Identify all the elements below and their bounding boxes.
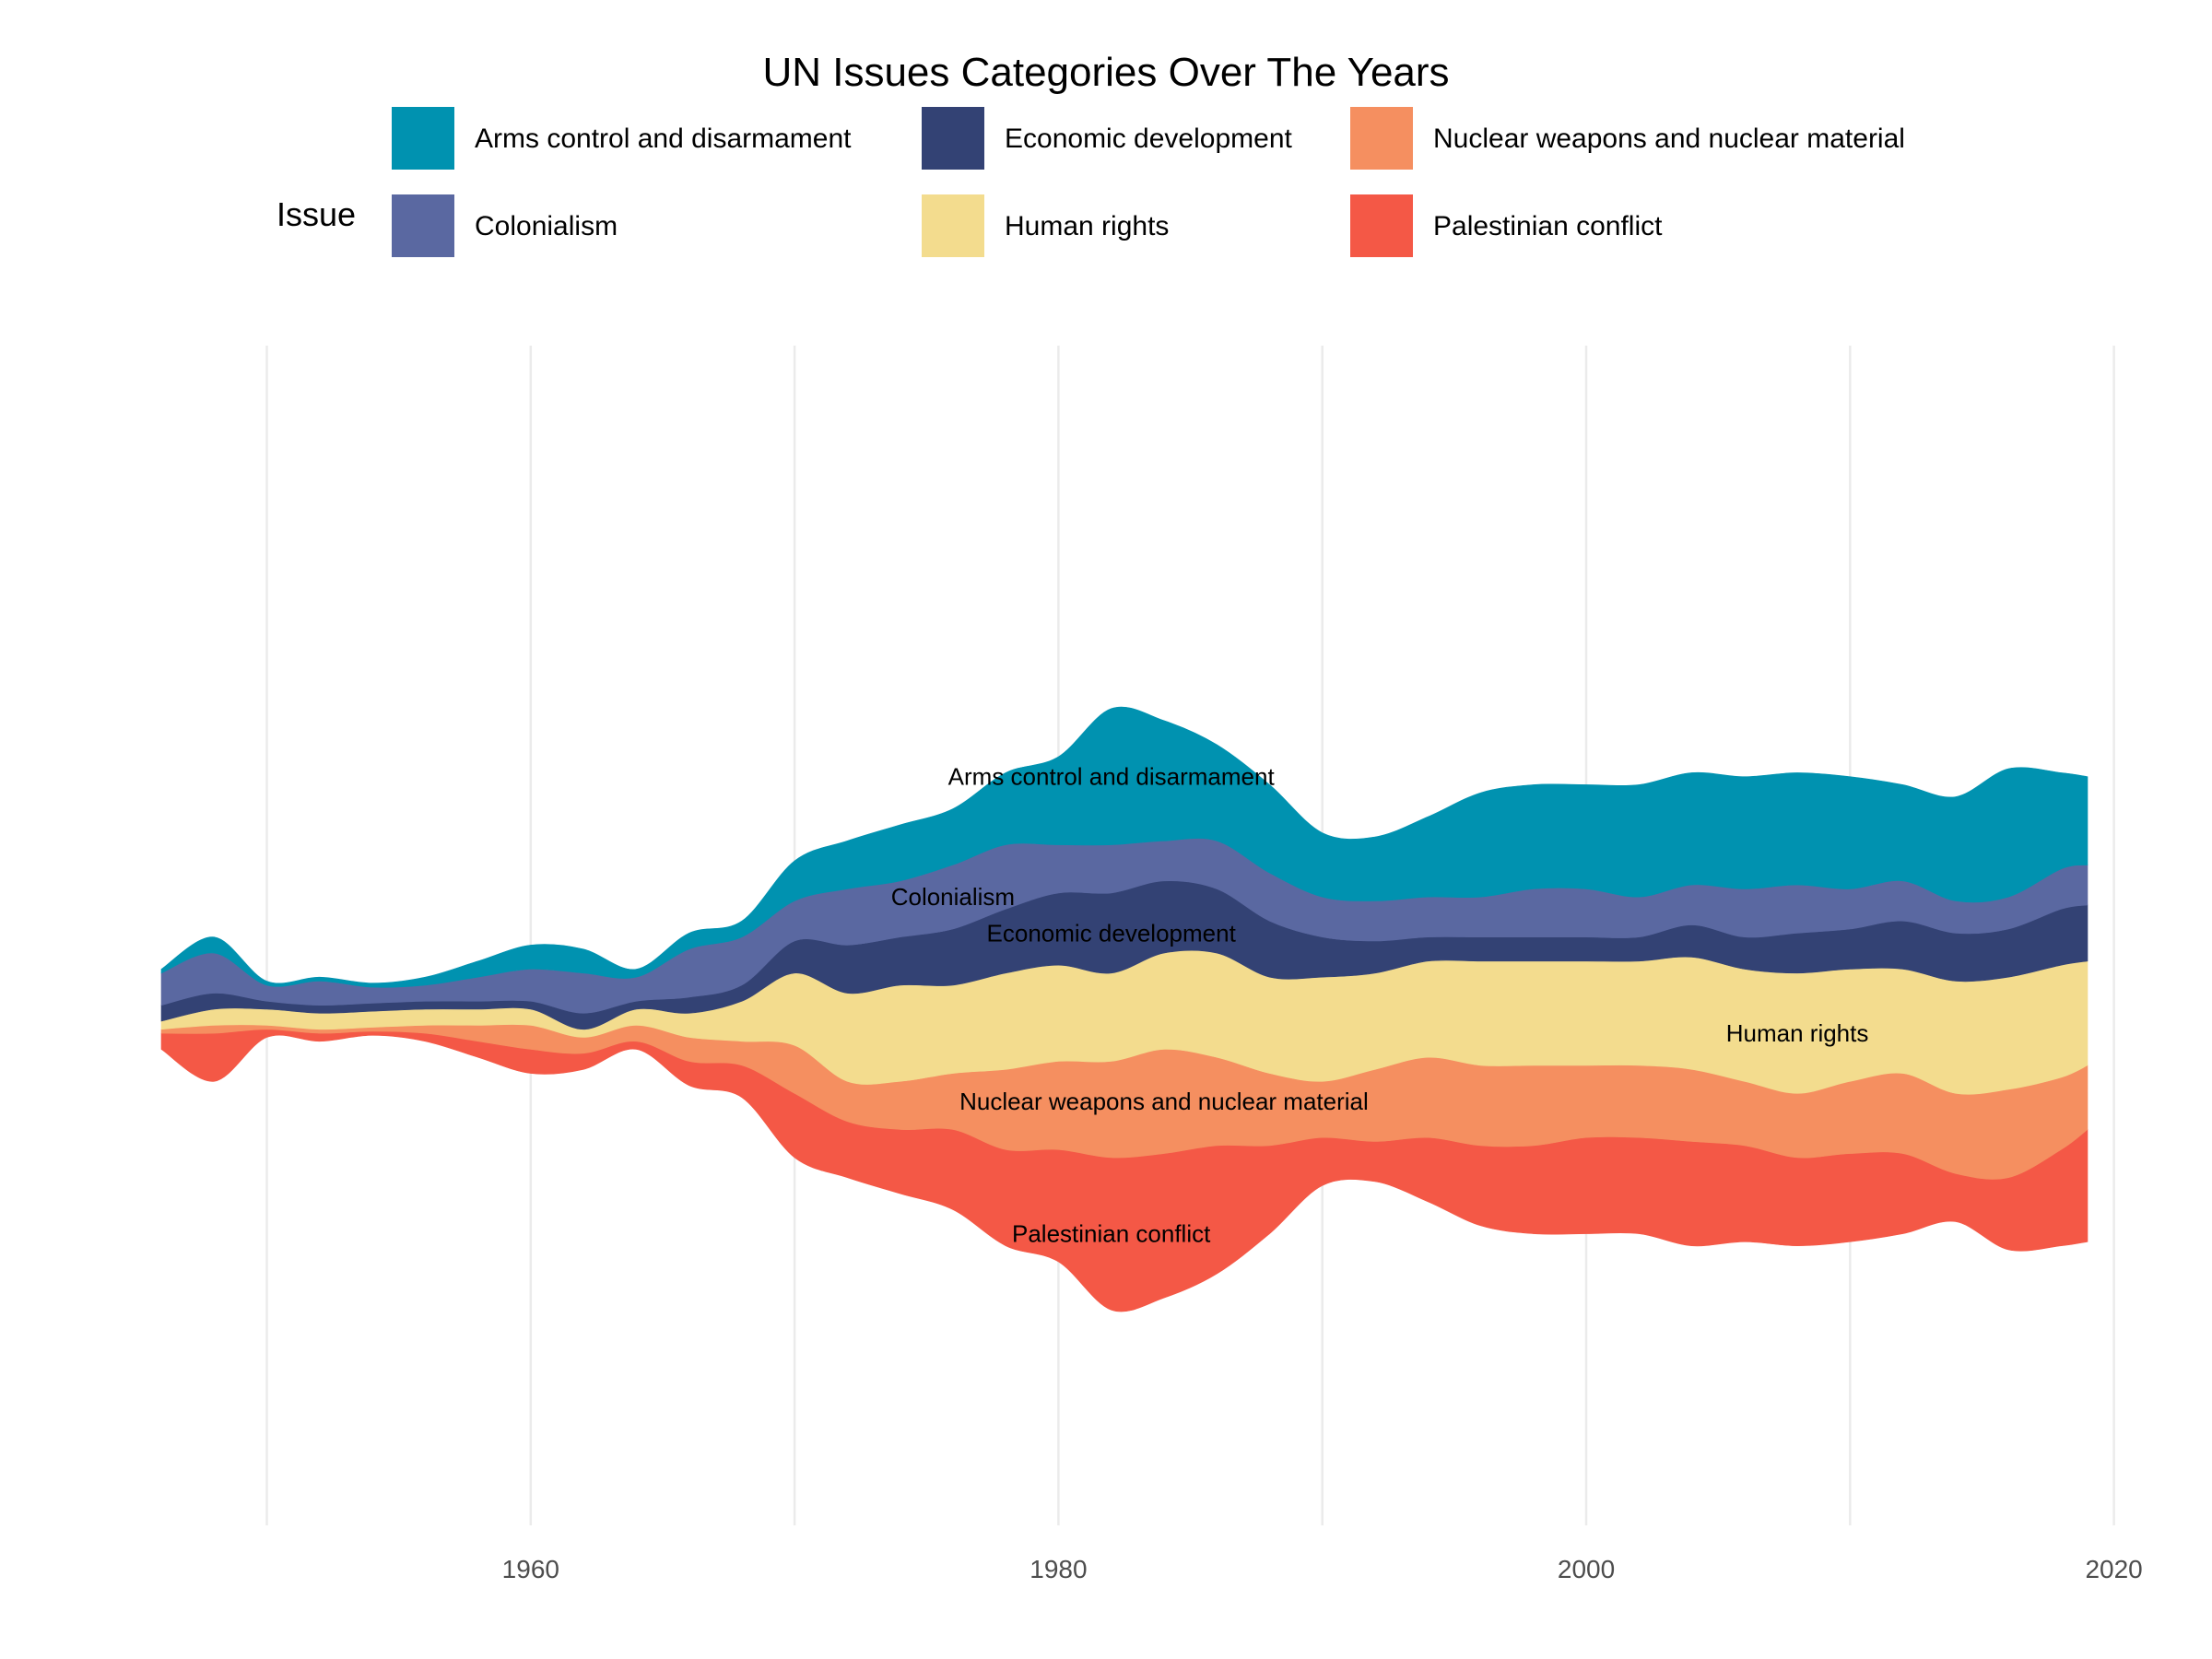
legend-item-nuclear-weapons-and-nuclear-material: Nuclear weapons and nuclear material <box>1350 107 1905 170</box>
legend-item-economic-development: Economic development <box>922 107 1293 170</box>
legend-label-nuclear-weapons-and-nuclear-material: Nuclear weapons and nuclear material <box>1433 124 1905 154</box>
legend-swatch-human-rights <box>922 194 984 257</box>
x-tick-label-1980: 1980 <box>1030 1555 1087 1583</box>
legend-title: Issue <box>276 195 356 233</box>
x-tick-label-1960: 1960 <box>502 1555 559 1583</box>
x-tick-label-2020: 2020 <box>2085 1555 2142 1583</box>
x-axis: 1960 1980 2000 2020 <box>502 1555 2143 1583</box>
stream-label-nuclear-weapons-and-nuclear-material: Nuclear weapons and nuclear material <box>959 1088 1369 1115</box>
legend: Issue Arms control and disarmament Econom… <box>276 107 1905 257</box>
legend-swatch-colonialism <box>392 194 454 257</box>
legend-items: Arms control and disarmament Economic dev… <box>392 107 1905 257</box>
legend-label-palestinian-conflict: Palestinian conflict <box>1433 211 1663 241</box>
legend-swatch-economic-development <box>922 107 984 170</box>
legend-swatch-arms-control-and-disarmament <box>392 107 454 170</box>
stream-label-economic-development: Economic development <box>987 919 1237 947</box>
legend-label-arms-control-and-disarmament: Arms control and disarmament <box>475 124 852 154</box>
stream-label-arms-control-and-disarmament: Arms control and disarmament <box>948 763 1276 791</box>
legend-swatch-palestinian-conflict <box>1350 194 1413 257</box>
stream-label-palestinian-conflict: Palestinian conflict <box>1012 1220 1211 1248</box>
stream-arms-control-and-disarmament <box>160 706 2088 988</box>
legend-label-economic-development: Economic development <box>1005 124 1293 154</box>
legend-label-colonialism: Colonialism <box>475 211 618 241</box>
legend-label-human-rights: Human rights <box>1005 211 1169 241</box>
stream-label-colonialism: Colonialism <box>891 883 1015 911</box>
x-tick-label-2000: 2000 <box>1558 1555 1615 1583</box>
legend-item-colonialism: Colonialism <box>392 194 618 257</box>
chart-title: UN Issues Categories Over The Years <box>762 50 1449 95</box>
stream-layers <box>160 706 2088 1312</box>
legend-item-human-rights: Human rights <box>922 194 1169 257</box>
legend-item-palestinian-conflict: Palestinian conflict <box>1350 194 1663 257</box>
legend-swatch-nuclear-weapons-and-nuclear-material <box>1350 107 1413 170</box>
stream-label-human-rights: Human rights <box>1726 1019 1869 1047</box>
legend-item-arms-control-and-disarmament: Arms control and disarmament <box>392 107 852 170</box>
stream-labels: Arms control and disarmament Colonialism E… <box>891 763 1869 1248</box>
